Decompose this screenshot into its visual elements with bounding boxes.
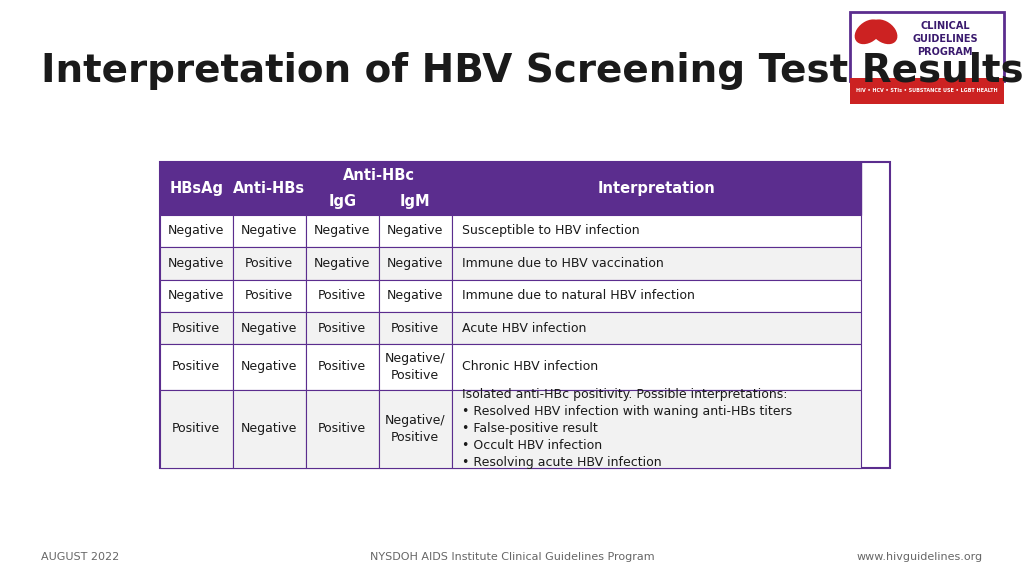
Text: Negative: Negative xyxy=(387,225,443,237)
Text: Negative: Negative xyxy=(314,257,371,270)
FancyBboxPatch shape xyxy=(850,78,1004,104)
FancyBboxPatch shape xyxy=(452,162,860,215)
FancyBboxPatch shape xyxy=(853,18,896,71)
Text: HBsAg: HBsAg xyxy=(169,181,223,196)
Text: Negative: Negative xyxy=(314,225,371,237)
FancyBboxPatch shape xyxy=(452,247,860,279)
Text: CLINICAL: CLINICAL xyxy=(921,21,970,31)
Text: Positive: Positive xyxy=(318,361,367,373)
Text: Chronic HBV infection: Chronic HBV infection xyxy=(462,361,598,373)
Text: Negative: Negative xyxy=(241,361,297,373)
Text: Positive: Positive xyxy=(245,257,293,270)
FancyBboxPatch shape xyxy=(306,188,379,215)
Text: Negative: Negative xyxy=(241,422,297,435)
Text: Positive: Positive xyxy=(172,321,220,335)
FancyBboxPatch shape xyxy=(452,389,860,468)
FancyBboxPatch shape xyxy=(452,312,860,344)
Text: GUIDELINES: GUIDELINES xyxy=(912,33,978,44)
FancyBboxPatch shape xyxy=(232,215,306,247)
Text: Immune due to HBV vaccination: Immune due to HBV vaccination xyxy=(462,257,664,270)
FancyBboxPatch shape xyxy=(379,215,452,247)
FancyBboxPatch shape xyxy=(232,312,306,344)
Text: Positive: Positive xyxy=(318,321,367,335)
Text: Positive: Positive xyxy=(391,321,439,335)
FancyBboxPatch shape xyxy=(379,188,452,215)
FancyBboxPatch shape xyxy=(452,344,860,389)
Text: Negative: Negative xyxy=(168,289,224,302)
FancyBboxPatch shape xyxy=(452,279,860,312)
FancyBboxPatch shape xyxy=(306,344,379,389)
FancyBboxPatch shape xyxy=(306,312,379,344)
FancyBboxPatch shape xyxy=(306,215,379,247)
Text: Positive: Positive xyxy=(245,289,293,302)
Text: Negative: Negative xyxy=(387,289,443,302)
FancyBboxPatch shape xyxy=(306,247,379,279)
FancyBboxPatch shape xyxy=(232,162,306,215)
Text: NYSDOH AIDS Institute Clinical Guidelines Program: NYSDOH AIDS Institute Clinical Guideline… xyxy=(370,552,654,562)
FancyBboxPatch shape xyxy=(160,247,232,279)
Text: Isolated anti-HBc positivity. Possible interpretations:
• Resolved HBV infection: Isolated anti-HBc positivity. Possible i… xyxy=(462,388,793,469)
Text: Interpretation: Interpretation xyxy=(597,181,715,196)
FancyBboxPatch shape xyxy=(379,389,452,468)
Text: Positive: Positive xyxy=(172,361,220,373)
FancyBboxPatch shape xyxy=(379,312,452,344)
Text: Negative: Negative xyxy=(168,257,224,270)
Text: PROGRAM: PROGRAM xyxy=(918,47,973,56)
Text: Anti-HBc: Anti-HBc xyxy=(343,168,415,183)
FancyBboxPatch shape xyxy=(232,247,306,279)
FancyBboxPatch shape xyxy=(379,279,452,312)
FancyBboxPatch shape xyxy=(232,344,306,389)
Text: Acute HBV infection: Acute HBV infection xyxy=(462,321,587,335)
Text: Negative: Negative xyxy=(168,225,224,237)
Ellipse shape xyxy=(855,20,882,44)
Text: Negative/
Positive: Negative/ Positive xyxy=(385,352,445,382)
FancyBboxPatch shape xyxy=(306,279,379,312)
FancyBboxPatch shape xyxy=(160,312,232,344)
Ellipse shape xyxy=(870,20,897,44)
Text: Negative: Negative xyxy=(241,225,297,237)
Text: www.hivguidelines.org: www.hivguidelines.org xyxy=(857,552,983,562)
FancyBboxPatch shape xyxy=(160,344,232,389)
FancyBboxPatch shape xyxy=(379,344,452,389)
FancyBboxPatch shape xyxy=(379,247,452,279)
FancyBboxPatch shape xyxy=(306,389,379,468)
Text: Negative/
Positive: Negative/ Positive xyxy=(385,414,445,444)
Text: Positive: Positive xyxy=(318,422,367,435)
Text: Interpretation of HBV Screening Test Results: Interpretation of HBV Screening Test Res… xyxy=(41,52,1024,90)
FancyBboxPatch shape xyxy=(850,12,1004,81)
FancyBboxPatch shape xyxy=(160,215,232,247)
Text: Susceptible to HBV infection: Susceptible to HBV infection xyxy=(462,225,640,237)
Text: IgG: IgG xyxy=(329,194,356,209)
Text: Negative: Negative xyxy=(241,321,297,335)
FancyBboxPatch shape xyxy=(232,279,306,312)
Text: AUGUST 2022: AUGUST 2022 xyxy=(41,552,119,562)
Text: Negative: Negative xyxy=(387,257,443,270)
FancyBboxPatch shape xyxy=(452,215,860,247)
Text: HIV • HCV • STIs • SUBSTANCE USE • LGBT HEALTH: HIV • HCV • STIs • SUBSTANCE USE • LGBT … xyxy=(856,88,997,93)
FancyBboxPatch shape xyxy=(160,389,232,468)
FancyBboxPatch shape xyxy=(160,162,232,215)
Text: Anti-HBs: Anti-HBs xyxy=(233,181,305,196)
Text: Immune due to natural HBV infection: Immune due to natural HBV infection xyxy=(462,289,695,302)
Text: Positive: Positive xyxy=(318,289,367,302)
Text: Positive: Positive xyxy=(172,422,220,435)
FancyBboxPatch shape xyxy=(232,389,306,468)
Text: IgM: IgM xyxy=(400,194,431,209)
FancyBboxPatch shape xyxy=(160,279,232,312)
FancyBboxPatch shape xyxy=(306,162,452,188)
